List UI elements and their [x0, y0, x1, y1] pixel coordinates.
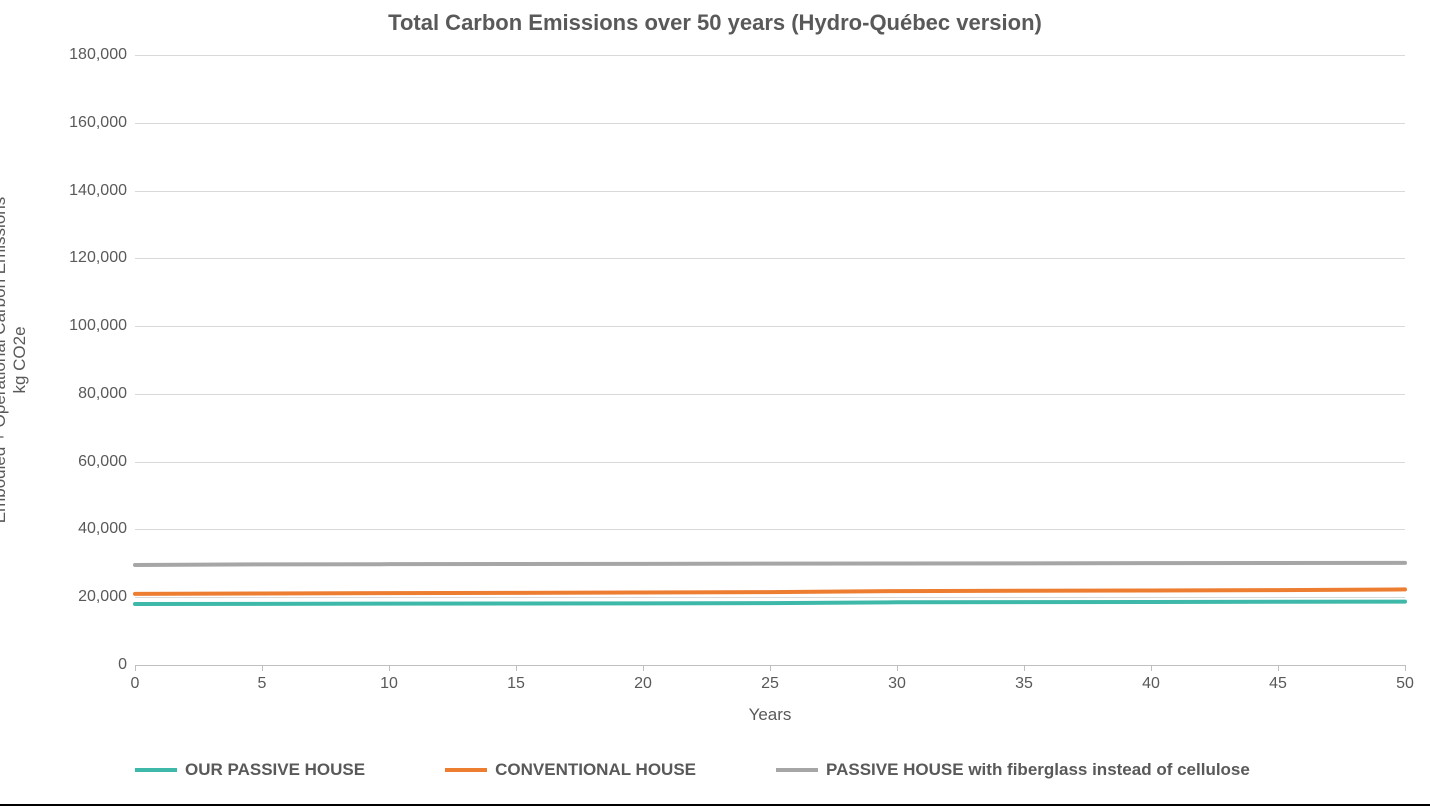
- x-tick-label: 40: [1142, 665, 1160, 693]
- series-line: [135, 589, 1405, 593]
- legend-label: OUR PASSIVE HOUSE: [185, 760, 365, 780]
- x-tick-label: 5: [258, 665, 267, 693]
- y-gridline: [135, 597, 1405, 598]
- y-gridline: [135, 326, 1405, 327]
- x-axis-title: Years: [749, 705, 792, 725]
- legend-label: CONVENTIONAL HOUSE: [495, 760, 696, 780]
- x-tick-label: 35: [1015, 665, 1033, 693]
- legend-label: PASSIVE HOUSE with fiberglass instead of…: [826, 760, 1250, 780]
- y-gridline: [135, 462, 1405, 463]
- y-gridline: [135, 258, 1405, 259]
- x-tick-label: 50: [1396, 665, 1414, 693]
- y-axis-title: Embodied + Operational Carbon Emissions …: [0, 197, 30, 523]
- chart-container: Total Carbon Emissions over 50 years (Hy…: [0, 0, 1430, 806]
- legend-item: PASSIVE HOUSE with fiberglass instead of…: [776, 760, 1250, 780]
- y-gridline: [135, 529, 1405, 530]
- plot-area: Years 020,00040,00060,00080,000100,00012…: [135, 55, 1405, 665]
- y-tick-label: 40,000: [78, 520, 135, 538]
- legend-swatch: [776, 768, 818, 772]
- y-gridline: [135, 123, 1405, 124]
- y-gridline: [135, 394, 1405, 395]
- y-tick-label: 60,000: [78, 453, 135, 471]
- x-tick-label: 0: [131, 665, 140, 693]
- legend: OUR PASSIVE HOUSE CONVENTIONAL HOUSE PASSI…: [135, 760, 1330, 780]
- legend-swatch: [135, 768, 177, 772]
- chart-title: Total Carbon Emissions over 50 years (Hy…: [0, 0, 1430, 36]
- legend-item: CONVENTIONAL HOUSE: [445, 760, 696, 780]
- x-tick-label: 15: [507, 665, 525, 693]
- x-tick-label: 25: [761, 665, 779, 693]
- legend-item: OUR PASSIVE HOUSE: [135, 760, 365, 780]
- y-tick-label: 180,000: [69, 46, 135, 64]
- y-tick-label: 80,000: [78, 385, 135, 403]
- y-tick-label: 120,000: [69, 249, 135, 267]
- y-tick-label: 20,000: [78, 588, 135, 606]
- x-tick-label: 10: [380, 665, 398, 693]
- y-axis-title-line1: Embodied + Operational Carbon Emissions: [0, 197, 10, 523]
- y-tick-label: 100,000: [69, 317, 135, 335]
- x-tick-label: 20: [634, 665, 652, 693]
- y-gridline: [135, 191, 1405, 192]
- y-tick-label: 160,000: [69, 114, 135, 132]
- series-lines: [135, 55, 1405, 665]
- legend-swatch: [445, 768, 487, 772]
- series-line: [135, 602, 1405, 604]
- x-tick-label: 45: [1269, 665, 1287, 693]
- x-tick-label: 30: [888, 665, 906, 693]
- series-line: [135, 563, 1405, 565]
- y-tick-label: 140,000: [69, 182, 135, 200]
- y-gridline: [135, 55, 1405, 56]
- y-axis-title-line2: kg CO2e: [10, 197, 30, 523]
